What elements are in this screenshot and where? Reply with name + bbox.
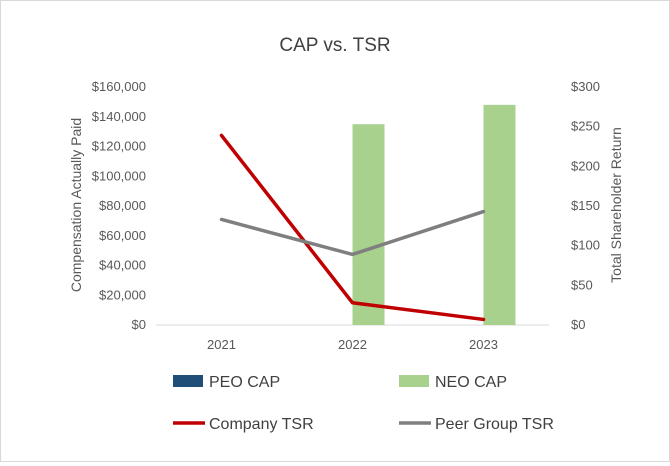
right-tick-label: $0	[571, 317, 585, 332]
left-tick-label: $140,000	[92, 109, 146, 124]
chart-title: CAP vs. TSR	[279, 35, 390, 56]
left-tick-label: $100,000	[92, 168, 146, 183]
legend: PEO CAP NEO CAP Company TSR Peer Group TSR	[173, 374, 554, 433]
left-tick-label: $60,000	[99, 228, 146, 243]
x-tick-label: 2021	[207, 337, 236, 352]
line-peer-group-tsr	[219, 209, 486, 257]
left-tick-label: $0	[132, 317, 146, 332]
right-tick-label: $150	[571, 198, 600, 213]
right-tick-label: $200	[571, 158, 600, 173]
right-axis-title: Total Shareholder Return	[608, 127, 624, 283]
right-tick-label: $100	[571, 238, 600, 253]
line-company-tsr	[219, 133, 486, 322]
bar-neo-cap-2023	[483, 104, 516, 325]
legend-label-peer-group-tsr: Peer Group TSR	[435, 416, 554, 433]
right-tick-label: $250	[571, 119, 600, 134]
x-tick-label: 2023	[469, 337, 498, 352]
left-tick-label: $20,000	[99, 287, 146, 302]
left-tick-label: $120,000	[92, 139, 146, 154]
x-axis-ticks: 2021 2022 2023	[207, 337, 498, 352]
left-tick-label: $40,000	[99, 258, 146, 273]
left-axis-title: Compensation Actually Paid	[68, 118, 84, 292]
legend-swatch-peo-cap	[173, 375, 203, 387]
legend-swatch-neo-cap	[399, 375, 429, 387]
left-tick-label: $80,000	[99, 198, 146, 213]
line-series	[219, 133, 486, 322]
left-tick-label: $160,000	[92, 79, 146, 94]
right-tick-label: $300	[571, 79, 600, 94]
legend-label-neo-cap: NEO CAP	[435, 374, 507, 391]
left-axis-ticks: $0 $20,000 $40,000 $60,000 $80,000 $100,000 $1…	[92, 79, 146, 332]
bar-neo-cap-2022	[352, 124, 385, 325]
legend-label-peo-cap: PEO CAP	[209, 374, 280, 391]
right-tick-label: $50	[571, 277, 593, 292]
right-axis-ticks: $0 $50 $100 $150 $200 $250 $300	[571, 79, 600, 332]
x-tick-label: 2022	[338, 337, 367, 352]
legend-label-company-tsr: Company TSR	[209, 416, 314, 433]
bar-series	[352, 104, 516, 325]
